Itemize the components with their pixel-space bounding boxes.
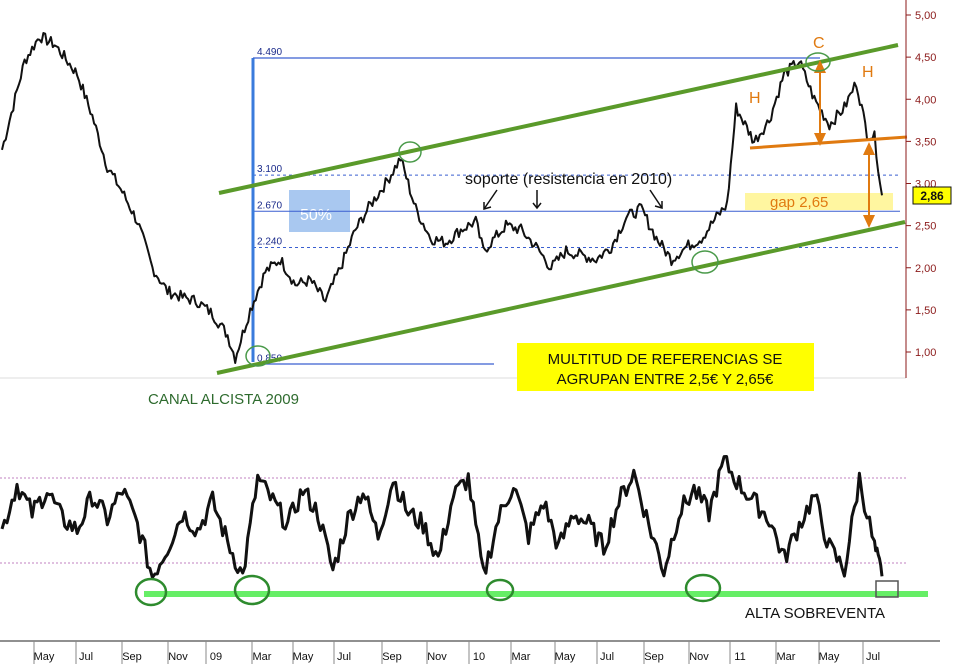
time-tick-label: Jul <box>866 651 880 663</box>
time-tick-label: Mar <box>777 651 796 663</box>
pattern-label-right-shoulder: H <box>862 64 874 81</box>
time-tick-label: 11 <box>734 651 745 663</box>
fib-50-label: 50% <box>300 207 332 224</box>
arrow-icon <box>532 202 542 210</box>
price-series-line <box>1 32 883 364</box>
price-tick-label: 5,00 <box>915 10 936 22</box>
support-label: soporte (resistencia en 2010) <box>465 171 672 188</box>
time-tick-label: Jul <box>79 651 93 663</box>
time-tick-label: Mar <box>512 651 531 663</box>
oversold-circle <box>485 578 515 602</box>
price-tick-label: 3,50 <box>915 136 936 148</box>
time-axis: May Jul Sep Nov 09 Mar May Jul Sep Nov 10 Mar May Jul… <box>0 640 940 664</box>
channel-touch-circle <box>691 250 719 274</box>
arrow-icon <box>654 201 663 209</box>
price-tick-label: 2,00 <box>915 263 936 275</box>
support-arrows <box>483 189 663 210</box>
last-price-badge <box>912 186 952 205</box>
callout-line-2: AGRUPAN ENTRE 2,5€ Y 2,65€ <box>557 371 774 388</box>
oversold-circle <box>134 577 168 607</box>
time-tick-label: May <box>293 651 314 663</box>
price-tick-label: 1,00 <box>915 347 936 359</box>
price-tick-label: 1,50 <box>915 305 936 317</box>
oscillator-panel: ALTA SOBREVENTA <box>0 455 928 622</box>
time-tick-label: May <box>34 651 55 663</box>
gap-label: gap 2,65 <box>770 194 828 211</box>
neckline <box>749 135 908 150</box>
oversold-circle <box>684 573 722 603</box>
channel-upper-line <box>218 43 899 195</box>
arrow-up-icon <box>863 142 875 155</box>
oversold-current-box <box>875 580 899 598</box>
time-tick-label: Jul <box>600 651 614 663</box>
price-tick-label: 2,50 <box>915 221 936 233</box>
oversold-circle <box>233 574 271 606</box>
time-tick-label: Sep <box>382 651 402 663</box>
time-tick-label: May <box>819 651 840 663</box>
pattern-label-head: C <box>813 35 825 52</box>
arrow-down-icon <box>814 133 826 146</box>
time-tick-label: 09 <box>210 651 222 663</box>
time-tick-label: May <box>555 651 576 663</box>
channel-touch-circle <box>245 345 271 367</box>
arrow-icon <box>483 202 492 210</box>
channel-label: CANAL ALCISTA 2009 <box>148 391 299 408</box>
time-tick-label: Jul <box>337 651 351 663</box>
price-tick-label: 4,00 <box>915 94 936 106</box>
arrow-down-icon <box>863 215 875 228</box>
time-tick-label: Nov <box>689 651 709 663</box>
time-tick-label: Sep <box>644 651 664 663</box>
channel-touch-circle <box>398 141 422 163</box>
oversold-label: ALTA SOBREVENTA <box>745 605 885 622</box>
callout-line-1: MULTITUD DE REFERENCIAS SE <box>548 351 783 368</box>
callout-box <box>517 343 814 391</box>
fib-level-label: 4.490 <box>257 47 282 58</box>
oscillator-series-line <box>0 455 884 579</box>
channel-touch-circle <box>805 52 831 72</box>
time-tick-label: 10 <box>473 651 485 663</box>
time-tick-label: Nov <box>427 651 447 663</box>
last-price-label: 2,86 <box>920 189 944 203</box>
time-tick-label: Nov <box>168 651 188 663</box>
time-tick-label: Sep <box>122 651 142 663</box>
pattern-label-left-shoulder: H <box>749 90 761 107</box>
channel-lower-line <box>216 220 906 375</box>
price-tick-label: 4,50 <box>915 52 936 64</box>
fib-level-label: 2.240 <box>257 237 282 248</box>
fib-level-label: 2.670 <box>257 200 282 211</box>
time-tick-label: Mar <box>253 651 272 663</box>
gap-box <box>745 193 893 210</box>
fib-level-label: 3.100 <box>257 164 282 175</box>
